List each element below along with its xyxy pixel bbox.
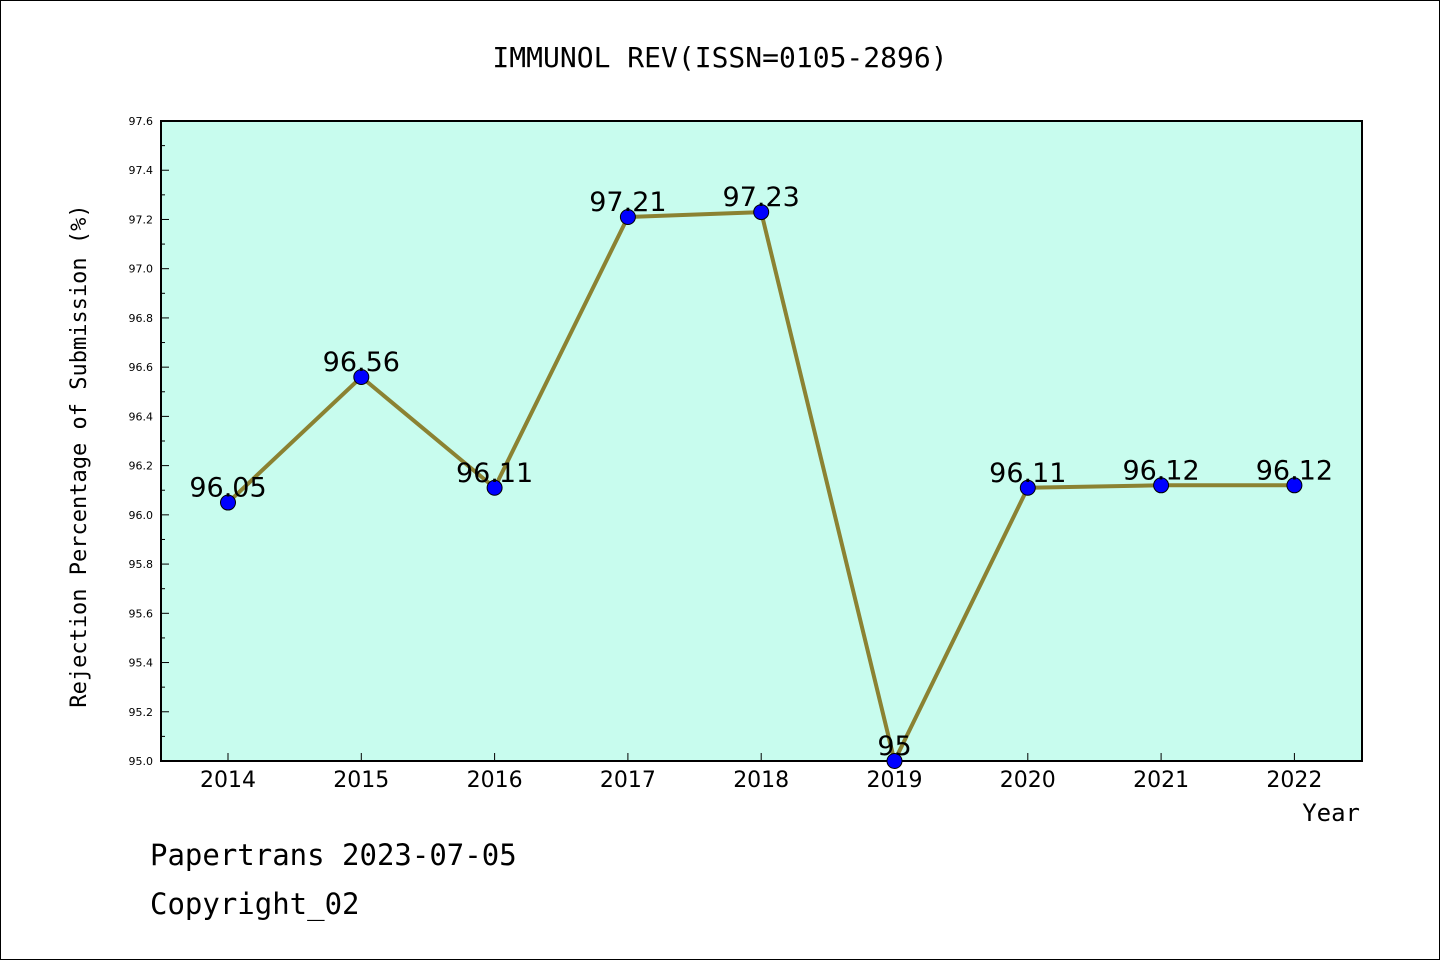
data-label: 96.12 [1122,455,1199,486]
y-tick-label: 96.8 [129,312,154,325]
y-tick-label: 97.0 [129,263,154,276]
data-point-marker [1153,477,1170,494]
y-tick-label: 95.0 [129,755,154,768]
x-tick-label: 2021 [1133,768,1189,793]
y-tick-label: 97.4 [129,164,154,177]
x-tick-label: 2019 [867,768,923,793]
y-tick-label: 95.2 [129,706,154,719]
data-label: 97.21 [589,187,666,218]
chart-title: IMMUNOL REV(ISSN=0105-2896) [492,41,947,74]
data-point-marker [1019,479,1036,496]
x-tick-label: 2022 [1266,768,1322,793]
plot-area [160,120,1363,762]
x-axis-label: Year [1302,799,1360,827]
data-point-marker [353,369,370,385]
data-point-marker [753,204,770,221]
x-tick-label: 2020 [1000,768,1056,793]
y-tick-label: 97.6 [129,115,154,128]
data-label: 95 [877,731,911,762]
x-tick-label: 2015 [333,768,389,793]
y-tick-label: 96.6 [129,361,154,374]
y-tick-label: 96.0 [129,509,154,522]
x-tick-label: 2018 [733,768,789,793]
y-tick-label: 97.2 [129,213,154,226]
data-point-marker [220,494,236,511]
data-point-marker [619,209,636,225]
x-tick-label: 2017 [600,768,656,793]
data-label-group: 96.05 96.56 96.11 97.21 97.23 95 96.11 96.12 96.… [189,182,1333,762]
x-axis: 2014 2015 2016 2017 2018 2019 2020 2021 2022 [200,753,1322,793]
data-point-marker [886,753,903,769]
footer-date: Papertrans 2023-07-05 [150,838,517,872]
y-tick-label: 96.4 [129,410,154,423]
footer-copyright: Copyright_02 [150,887,360,922]
data-label: 96.11 [989,458,1066,489]
x-tick-label: 2014 [200,768,256,793]
data-label: 97.23 [723,182,800,213]
y-tick-label: 95.6 [129,607,154,620]
data-label: 96.56 [323,347,400,378]
y-tick-label: 95.4 [129,657,154,670]
data-point-marker [486,479,503,496]
data-label: 96.05 [189,473,266,504]
data-label: 96.11 [456,458,533,489]
y-tick-label: 96.2 [129,460,154,473]
y-tick-label: 95.8 [129,558,154,571]
marker-group [220,204,1303,769]
y-axis: 95.0 95.2 95.4 95.6 95.8 96.0 96.2 96.4 96.6 96.8… [129,115,169,768]
y-axis-label: Rejection Percentage of Submission (%) [67,204,92,707]
x-tick-label: 2016 [467,768,523,793]
data-point-marker [1286,477,1303,494]
data-label: 96.12 [1256,455,1333,486]
